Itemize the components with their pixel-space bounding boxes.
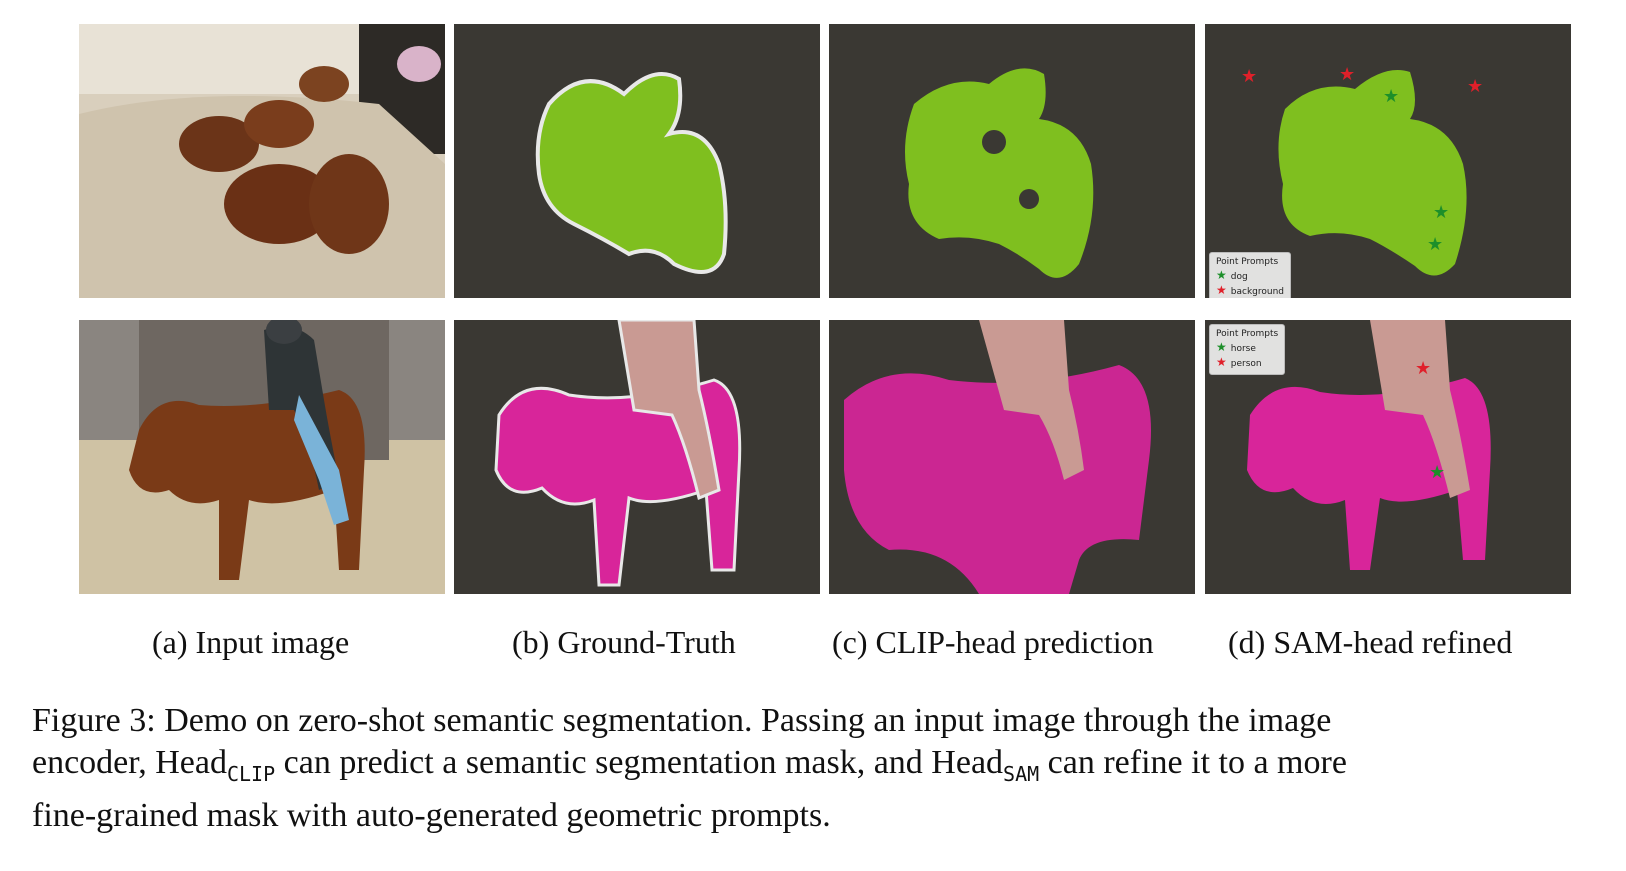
input-image-horse (79, 320, 445, 594)
legend-title: Point Prompts (1216, 257, 1279, 267)
point-prompts-legend: Point Prompts ★ horse ★ person (1209, 324, 1286, 375)
sam-head-dogs: ★ ★ ★ ★ ★ ★ Point Prompts ★ dog ★ backgrou… (1205, 24, 1571, 298)
caption-text: encoder, Head (32, 744, 227, 781)
caption-text: can refine it to a more (1047, 744, 1347, 781)
legend-item: person (1230, 359, 1262, 369)
legend-item: background (1230, 287, 1284, 297)
subfigure-label-c: (c) CLIP-head prediction (832, 624, 1154, 660)
caption-line-3: fine-grained mask with auto-generated ge… (32, 796, 831, 834)
dog-prompt-star: ★ (1383, 86, 1400, 106)
caption-text: can predict a semantic segmentation mask… (283, 744, 1004, 781)
subfigure-label-d: (d) SAM-head refined (1228, 624, 1513, 660)
point-prompts-legend: Point Prompts ★ dog ★ background (1209, 252, 1291, 298)
star-icon: ★ (1216, 340, 1227, 354)
clip-head-dogs (829, 24, 1195, 298)
background-prompt-star: ★ (1241, 66, 1258, 86)
sam-head-horse: ★ ★ Point Prompts ★ horse ★ person (1205, 320, 1571, 594)
caption-line-1: Figure 3: Demo on zero-shot semantic seg… (32, 702, 1332, 739)
legend-item: horse (1230, 344, 1256, 354)
subfigure-label-a: (a) Input image (152, 624, 350, 660)
dog-prompt-star: ★ (1427, 234, 1444, 254)
caption-line-2: encoder, HeadCLIP can predict a semantic… (32, 742, 1604, 795)
figure-caption: Figure 3: Demo on zero-shot semantic seg… (32, 700, 1604, 837)
star-icon: ★ (1216, 355, 1227, 369)
star-icon: ★ (1216, 268, 1227, 282)
input-image-dogs (79, 24, 445, 298)
legend-title: Point Prompts (1216, 329, 1279, 339)
ground-truth-horse (454, 320, 820, 594)
background-prompt-star: ★ (1467, 76, 1484, 96)
subfigure-label-b: (b) Ground-Truth (512, 624, 736, 660)
star-icon: ★ (1216, 283, 1227, 297)
legend-item: dog (1230, 272, 1248, 282)
subscript-sam: SAM (1003, 761, 1040, 786)
dog-prompt-star: ★ (1433, 202, 1450, 222)
subscript-clip: CLIP (226, 761, 276, 786)
horse-prompt-star: ★ (1429, 462, 1446, 482)
person-prompt-star: ★ (1415, 358, 1432, 378)
background-prompt-star: ★ (1339, 64, 1356, 84)
clip-head-horse (829, 320, 1195, 594)
ground-truth-dogs (454, 24, 820, 298)
